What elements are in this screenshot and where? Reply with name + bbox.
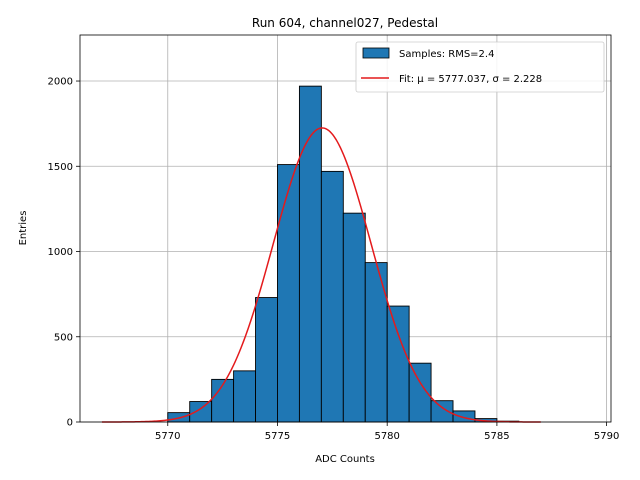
histogram-bar-3 (233, 370, 256, 423)
x-tick-label-4: 5790 (594, 431, 619, 442)
plot-frame (79, 34, 612, 423)
y-axis-ticks: 0 500 1000 1500 2000 (48, 77, 80, 429)
histogram-bar-12 (430, 400, 454, 423)
x-tick-label-0: 5770 (155, 431, 180, 442)
legend-swatch-samples (362, 47, 390, 59)
chart-title: Run 604, channel027, Pedestal (252, 16, 438, 30)
legend-label-fit: Fit: μ = 5777.037, σ = 2.228 (399, 74, 542, 85)
x-axis-ticks: 5770 5775 5780 5785 5790 (155, 422, 619, 442)
histogram-bar-13 (452, 410, 476, 423)
histogram-bar-8 (342, 212, 366, 423)
histogram-bar-9 (364, 262, 388, 423)
x-axis-label: ADC Counts (315, 454, 375, 465)
y-tick-label-4: 2000 (48, 77, 73, 88)
y-axis-label: Entries (18, 211, 29, 246)
legend-label-samples: Samples: RMS=2.4 (399, 49, 494, 60)
histogram-bar-4 (255, 297, 278, 423)
y-tick-label-0: 0 (67, 418, 73, 429)
histogram-bar-10 (386, 305, 410, 423)
histogram-bar-7 (320, 170, 344, 423)
y-tick-label-1: 500 (54, 332, 73, 343)
histogram-bar-1 (189, 401, 213, 423)
histogram-bar-5 (277, 164, 300, 423)
legend: Samples: RMS=2.4 Fit: μ = 5777.037, σ = … (355, 41, 605, 93)
x-tick-label-3: 5785 (484, 431, 509, 442)
y-tick-label-3: 1500 (48, 162, 73, 173)
legend-box (355, 41, 605, 93)
histogram-bars (167, 85, 520, 423)
x-tick-label-2: 5780 (374, 431, 399, 442)
x-tick-label-1: 5775 (265, 431, 290, 442)
y-tick-label-2: 1000 (48, 247, 73, 258)
fit-curve (101, 127, 541, 423)
